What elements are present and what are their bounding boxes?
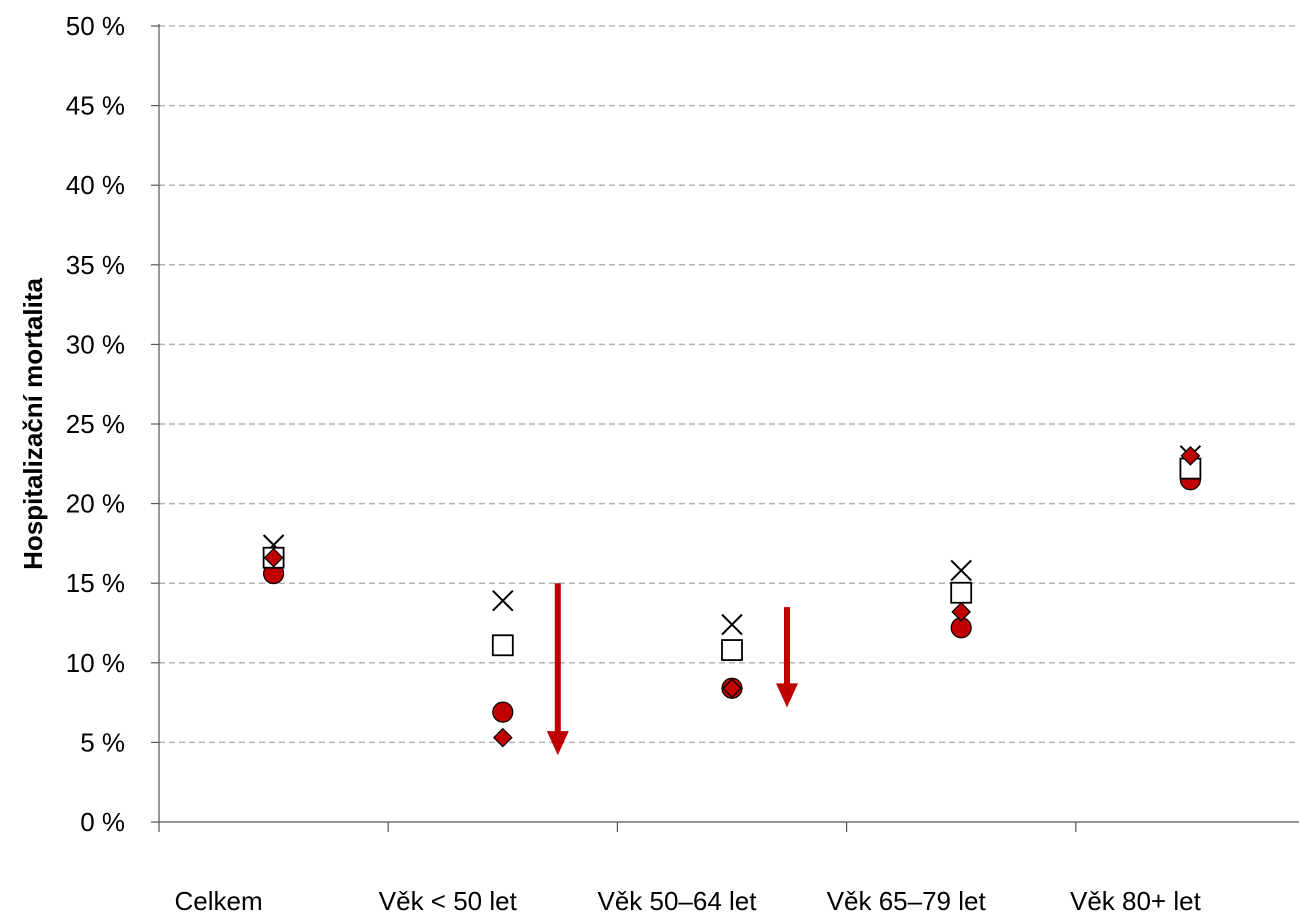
diamond-marker (1180, 445, 1201, 466)
y-tick-label: 10 % (66, 648, 125, 678)
gridlines (159, 25, 1299, 744)
axes (151, 24, 1299, 832)
y-tick-label: 0 % (80, 807, 125, 837)
category-label: Věk 65–79 let (827, 886, 987, 916)
decrease-arrow (776, 607, 798, 708)
circle-marker (492, 701, 514, 723)
arrows (546, 583, 798, 756)
square-marker (950, 581, 973, 604)
square-marker (491, 634, 514, 657)
decrease-arrow (546, 583, 569, 756)
y-tick-label: 30 % (66, 329, 125, 359)
diamond-marker (263, 547, 284, 568)
y-tick-labels: 0 % 5 % 10 % 15 % 20 % 25 % 30 % 35 % 40 % 45 % 50… (66, 11, 125, 837)
y-tick-label: 50 % (66, 11, 125, 41)
category-labels: Celkem Věk < 50 let Věk 50–64 let Věk 65–79… (175, 886, 1202, 916)
y-tick-label: 35 % (66, 250, 125, 280)
category-label: Věk 50–64 let (597, 886, 757, 916)
category-label: Věk < 50 let (379, 886, 518, 916)
category-label: Celkem (175, 886, 263, 916)
x-marker (950, 559, 972, 582)
square-marker (721, 639, 743, 661)
data-points (262, 445, 1202, 748)
category-label: Věk 80+ let (1070, 886, 1202, 916)
diamond-marker (951, 602, 972, 622)
y-tick-label: 20 % (66, 489, 125, 519)
y-tick-label: 5 % (80, 727, 125, 757)
y-tick-label: 40 % (66, 170, 125, 200)
y-tick-label: 45 % (66, 91, 125, 121)
diamond-marker (492, 727, 513, 748)
x-marker (492, 590, 514, 612)
y-axis-title: Hospitalizační mortalita (18, 278, 48, 570)
y-tick-label: 25 % (66, 409, 125, 439)
x-marker (721, 613, 743, 636)
diamond-marker (722, 678, 742, 699)
y-tick-label: 15 % (66, 568, 125, 598)
